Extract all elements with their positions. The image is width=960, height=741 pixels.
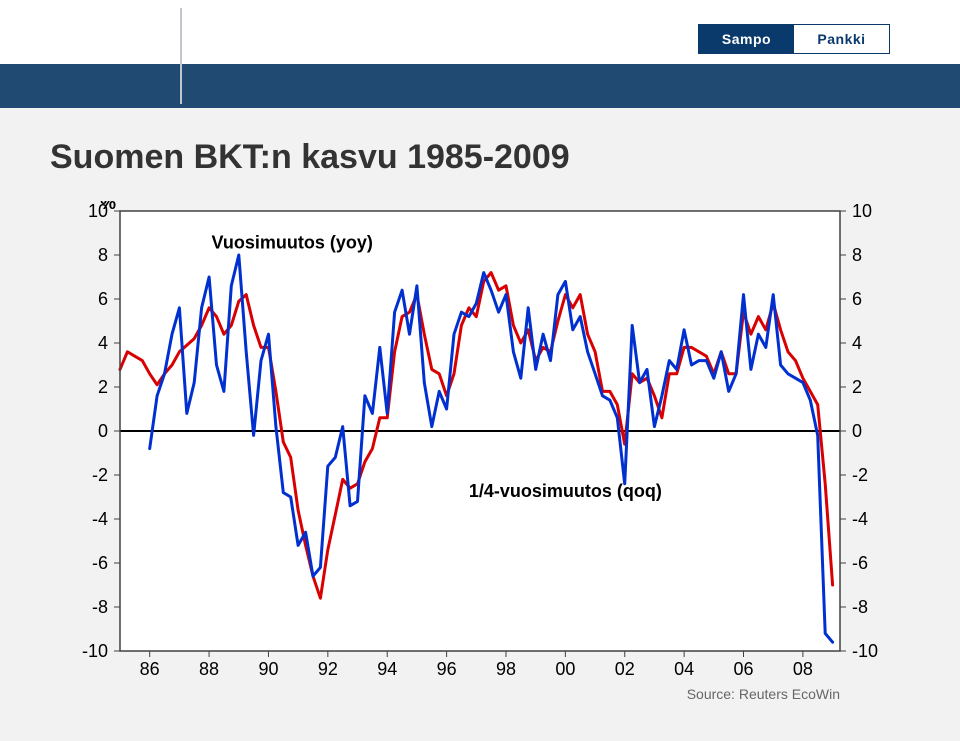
svg-text:86: 86	[140, 659, 160, 679]
header-top: Sampo Pankki	[0, 0, 960, 64]
svg-text:02: 02	[615, 659, 635, 679]
logo-right: Pankki	[794, 25, 889, 53]
svg-text:-8: -8	[852, 597, 868, 617]
svg-text:06: 06	[733, 659, 753, 679]
svg-text:94: 94	[377, 659, 397, 679]
chart-svg: -10-10-8-8-6-6-4-4-2-2002244668810108688…	[50, 201, 910, 721]
svg-text:8: 8	[98, 245, 108, 265]
slide-header: Sampo Pankki	[0, 0, 960, 108]
svg-text:96: 96	[437, 659, 457, 679]
svg-text:%: %	[100, 201, 116, 213]
svg-text:-6: -6	[92, 553, 108, 573]
svg-text:1/4-vuosimuutos (qoq): 1/4-vuosimuutos (qoq)	[469, 481, 662, 501]
svg-text:-2: -2	[852, 465, 868, 485]
svg-text:0: 0	[98, 421, 108, 441]
svg-text:6: 6	[852, 289, 862, 309]
svg-text:6: 6	[98, 289, 108, 309]
svg-text:10: 10	[852, 201, 872, 221]
svg-text:4: 4	[98, 333, 108, 353]
svg-text:Vuosimuutos (yoy): Vuosimuutos (yoy)	[212, 232, 373, 252]
svg-text:92: 92	[318, 659, 338, 679]
svg-text:-8: -8	[92, 597, 108, 617]
header-divider	[180, 8, 182, 104]
svg-text:88: 88	[199, 659, 219, 679]
svg-text:-2: -2	[92, 465, 108, 485]
svg-text:8: 8	[852, 245, 862, 265]
svg-text:2: 2	[98, 377, 108, 397]
svg-text:-4: -4	[92, 509, 108, 529]
svg-text:-6: -6	[852, 553, 868, 573]
page-title: Suomen BKT:n kasvu 1985-2009	[50, 138, 910, 177]
svg-text:04: 04	[674, 659, 694, 679]
svg-text:-10: -10	[852, 641, 878, 661]
svg-text:4: 4	[852, 333, 862, 353]
gdp-growth-chart: -10-10-8-8-6-6-4-4-2-2002244668810108688…	[50, 201, 910, 721]
logo-left: Sampo	[699, 25, 794, 53]
svg-text:2: 2	[852, 377, 862, 397]
svg-text:90: 90	[258, 659, 278, 679]
svg-text:-4: -4	[852, 509, 868, 529]
brand-logo: Sampo Pankki	[698, 24, 890, 54]
svg-text:0: 0	[852, 421, 862, 441]
svg-text:-10: -10	[82, 641, 108, 661]
header-band	[0, 64, 960, 108]
svg-text:Source: Reuters EcoWin: Source: Reuters EcoWin	[687, 686, 840, 702]
svg-text:00: 00	[555, 659, 575, 679]
svg-text:98: 98	[496, 659, 516, 679]
slide-content: Suomen BKT:n kasvu 1985-2009 -10 -10 -8 -8 -…	[0, 108, 960, 741]
svg-text:08: 08	[793, 659, 813, 679]
